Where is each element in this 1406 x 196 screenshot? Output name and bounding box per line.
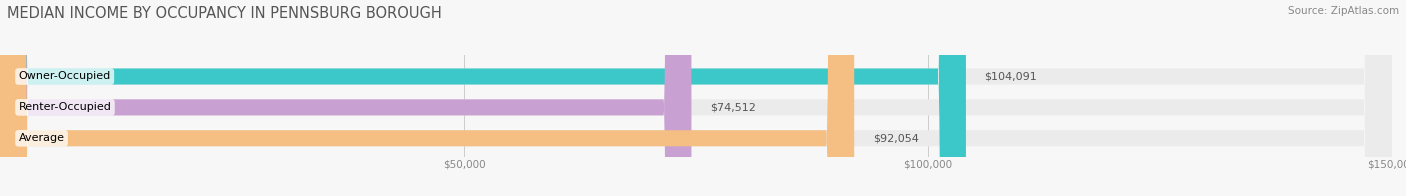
Text: Source: ZipAtlas.com: Source: ZipAtlas.com [1288, 6, 1399, 16]
Text: Average: Average [18, 133, 65, 143]
Text: $74,512: $74,512 [710, 102, 756, 112]
FancyBboxPatch shape [0, 0, 855, 196]
Text: $92,054: $92,054 [873, 133, 918, 143]
Text: Renter-Occupied: Renter-Occupied [18, 102, 111, 112]
Text: Owner-Occupied: Owner-Occupied [18, 72, 111, 82]
FancyBboxPatch shape [0, 0, 692, 196]
Text: MEDIAN INCOME BY OCCUPANCY IN PENNSBURG BOROUGH: MEDIAN INCOME BY OCCUPANCY IN PENNSBURG … [7, 6, 441, 21]
FancyBboxPatch shape [0, 0, 966, 196]
Text: $104,091: $104,091 [984, 72, 1038, 82]
